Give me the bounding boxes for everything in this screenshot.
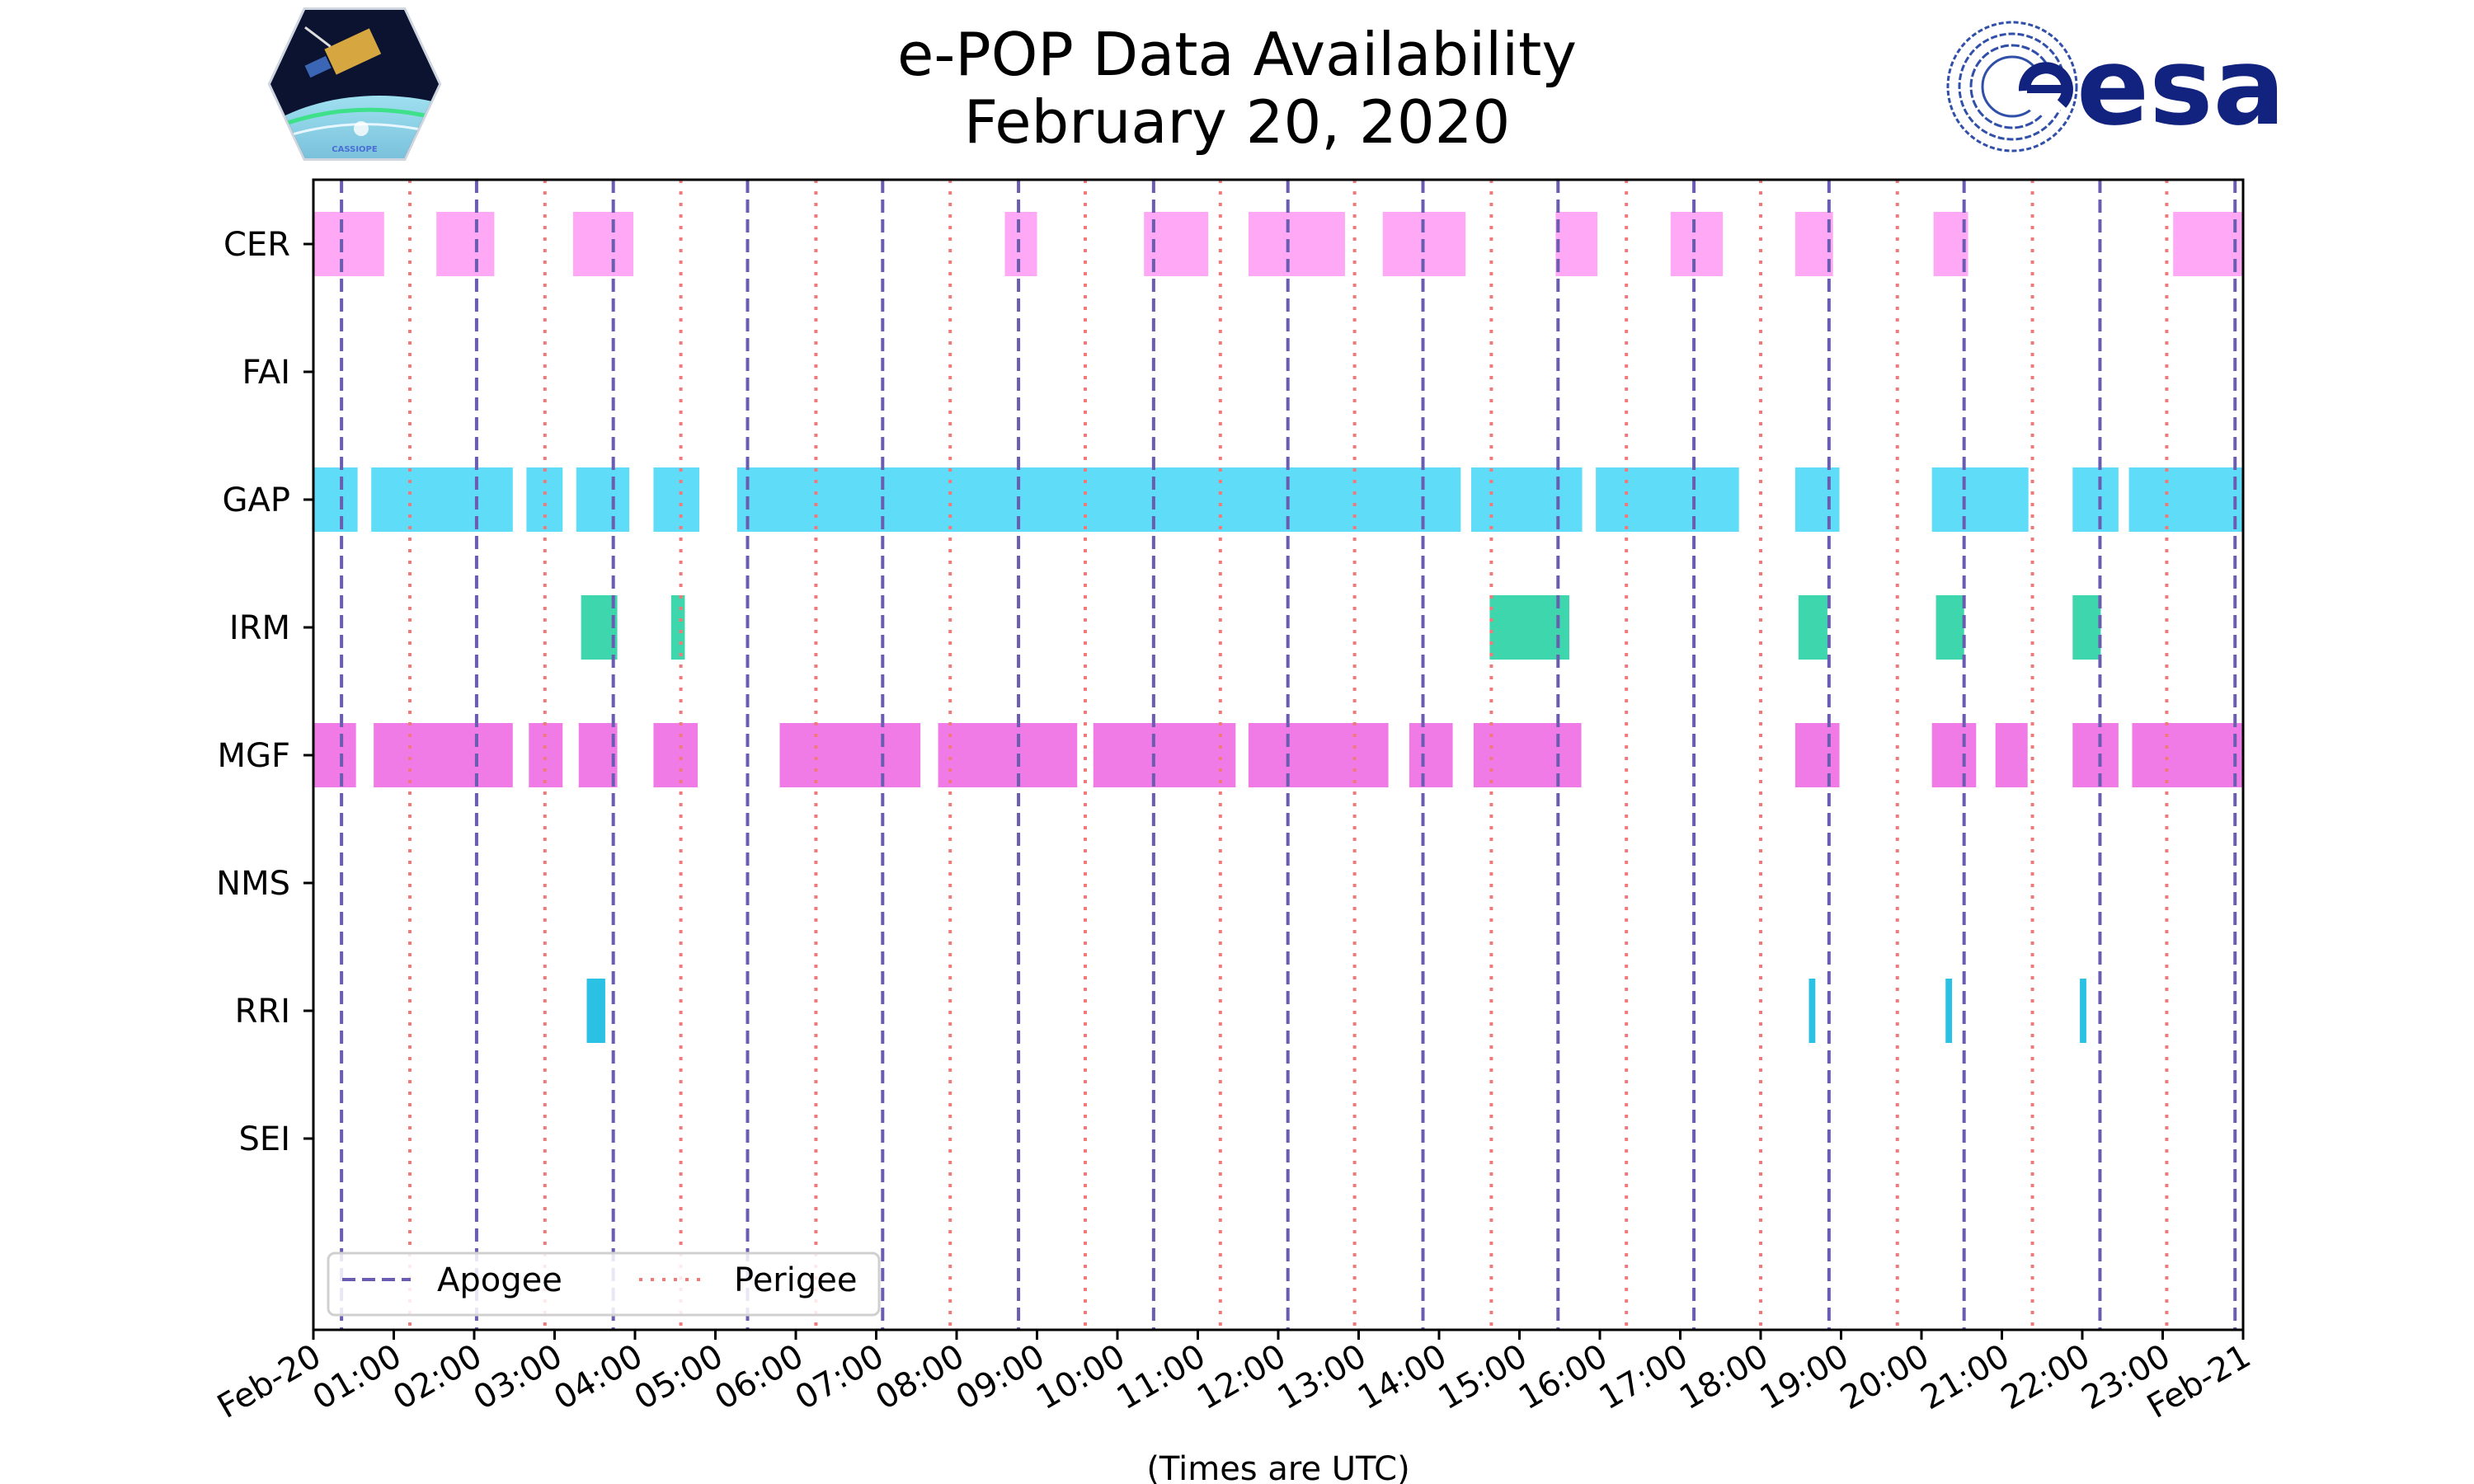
chart-title: e-POP Data Availability: [897, 20, 1577, 89]
x-tick-label: 21:00: [1915, 1337, 2016, 1417]
y-tick-label: SEI: [239, 1120, 290, 1158]
x-axis: Feb-2001:0002:0003:0004:0005:0006:0007:0…: [211, 1330, 2257, 1426]
bar-irm: [2072, 595, 2101, 660]
bar-mgf: [1995, 723, 2028, 787]
bar-cer: [1933, 212, 1968, 276]
bar-gap: [371, 467, 513, 532]
bar-irm: [581, 595, 618, 660]
bar-gap: [1596, 467, 1739, 532]
cassiope-logo-text: CASSIOPE: [332, 145, 378, 154]
bar-mgf: [1794, 723, 1840, 787]
y-tick-label: NMS: [216, 865, 290, 903]
bar-gap: [1794, 467, 1840, 532]
bar-gap: [653, 467, 699, 532]
bar-cer: [1248, 212, 1345, 276]
bar-irm: [1798, 595, 1827, 660]
x-tick-label: 10:00: [1030, 1337, 1131, 1417]
x-tick-label: 20:00: [1834, 1337, 1935, 1417]
bar-gap: [736, 467, 1461, 532]
cassiope-logo: CASSIOPE: [267, 7, 442, 161]
bar-mgf: [653, 723, 698, 787]
bar-irm: [1935, 595, 1964, 660]
bar-gap: [2072, 467, 2119, 532]
y-tick-label: GAP: [223, 481, 290, 519]
bar-mgf: [1931, 723, 1977, 787]
bar-mgf: [313, 723, 356, 787]
bar-cer: [2173, 212, 2243, 276]
x-tick-label: 02:00: [387, 1337, 488, 1417]
y-tick-label: FAI: [242, 354, 291, 392]
esa-swirl-icon: [1946, 21, 2078, 153]
x-tick-label: 01:00: [307, 1337, 408, 1417]
bar-mgf: [374, 723, 513, 787]
x-tick-label: 15:00: [1432, 1337, 1534, 1417]
x-tick-label: 03:00: [468, 1337, 569, 1417]
x-tick-label: 07:00: [789, 1337, 891, 1417]
bar-cer: [572, 212, 634, 276]
bar-gap: [526, 467, 563, 532]
x-tick-label: Feb-20: [211, 1337, 327, 1426]
x-tick-label: 19:00: [1754, 1337, 1856, 1417]
bar-rri: [1945, 979, 1953, 1043]
x-tick-label: 12:00: [1191, 1337, 1292, 1417]
x-axis-label: (Times are UTC): [1146, 1450, 1409, 1484]
x-tick-label: 09:00: [950, 1337, 1051, 1417]
bar-gap: [313, 467, 358, 532]
legend: Apogee Perigee: [327, 1252, 881, 1317]
bar-mgf: [578, 723, 618, 787]
bar-gap: [576, 467, 630, 532]
x-tick-label: 11:00: [1111, 1337, 1212, 1417]
bar-cer: [1555, 212, 1598, 276]
bar-mgf: [1248, 723, 1389, 787]
x-tick-label: 16:00: [1512, 1337, 1614, 1417]
bar-rri: [586, 979, 605, 1043]
x-tick-label: 17:00: [1593, 1337, 1695, 1417]
bar-cer: [1004, 212, 1037, 276]
x-tick-label: 06:00: [708, 1337, 810, 1417]
y-tick-label: MGF: [217, 737, 290, 775]
bar-mgf: [2072, 723, 2119, 787]
orbit-lines-layer: [340, 180, 2237, 1330]
esa-logo: esa: [1946, 21, 2285, 153]
bar-rri: [2080, 979, 2086, 1043]
bar-gap: [2128, 467, 2243, 532]
bar-irm: [670, 595, 685, 660]
y-tick-label: IRM: [229, 609, 290, 647]
bar-gap: [1471, 467, 1583, 532]
bar-gap: [1931, 467, 2029, 532]
bar-cer: [436, 212, 495, 276]
y-axis: CER FAI GAP IRM MGF NMS RRI SEI: [216, 226, 313, 1158]
x-tick-label: 05:00: [628, 1337, 730, 1417]
bar-mgf: [1409, 723, 1453, 787]
bar-mgf: [1473, 723, 1582, 787]
legend-box: [327, 1252, 881, 1317]
bar-rri: [1808, 979, 1816, 1043]
y-tick-label: RRI: [235, 993, 290, 1031]
x-tick-label: 14:00: [1352, 1337, 1453, 1417]
x-tick-label: 18:00: [1673, 1337, 1775, 1417]
x-tick-label: 04:00: [548, 1337, 649, 1417]
x-tick-label: 13:00: [1272, 1337, 1373, 1417]
bar-cer: [1670, 212, 1724, 276]
legend-apogee-label: Apogee: [437, 1261, 562, 1299]
chart-subtitle: February 20, 2020: [963, 87, 1511, 157]
esa-logo-text: esa: [2077, 24, 2285, 149]
bar-mgf: [938, 723, 1078, 787]
bar-cer: [1794, 212, 1833, 276]
bar-mgf: [779, 723, 921, 787]
legend-perigee-label: Perigee: [734, 1261, 857, 1299]
bar-mgf: [1093, 723, 1236, 787]
y-tick-label: CER: [223, 226, 290, 264]
bar-irm: [1489, 595, 1569, 660]
bar-mgf: [2132, 723, 2243, 787]
x-tick-label: 22:00: [1995, 1337, 2096, 1417]
x-tick-label: 08:00: [869, 1337, 971, 1417]
bar-cer: [313, 212, 384, 276]
bars-layer: [313, 212, 2243, 1043]
bar-mgf: [529, 723, 563, 787]
